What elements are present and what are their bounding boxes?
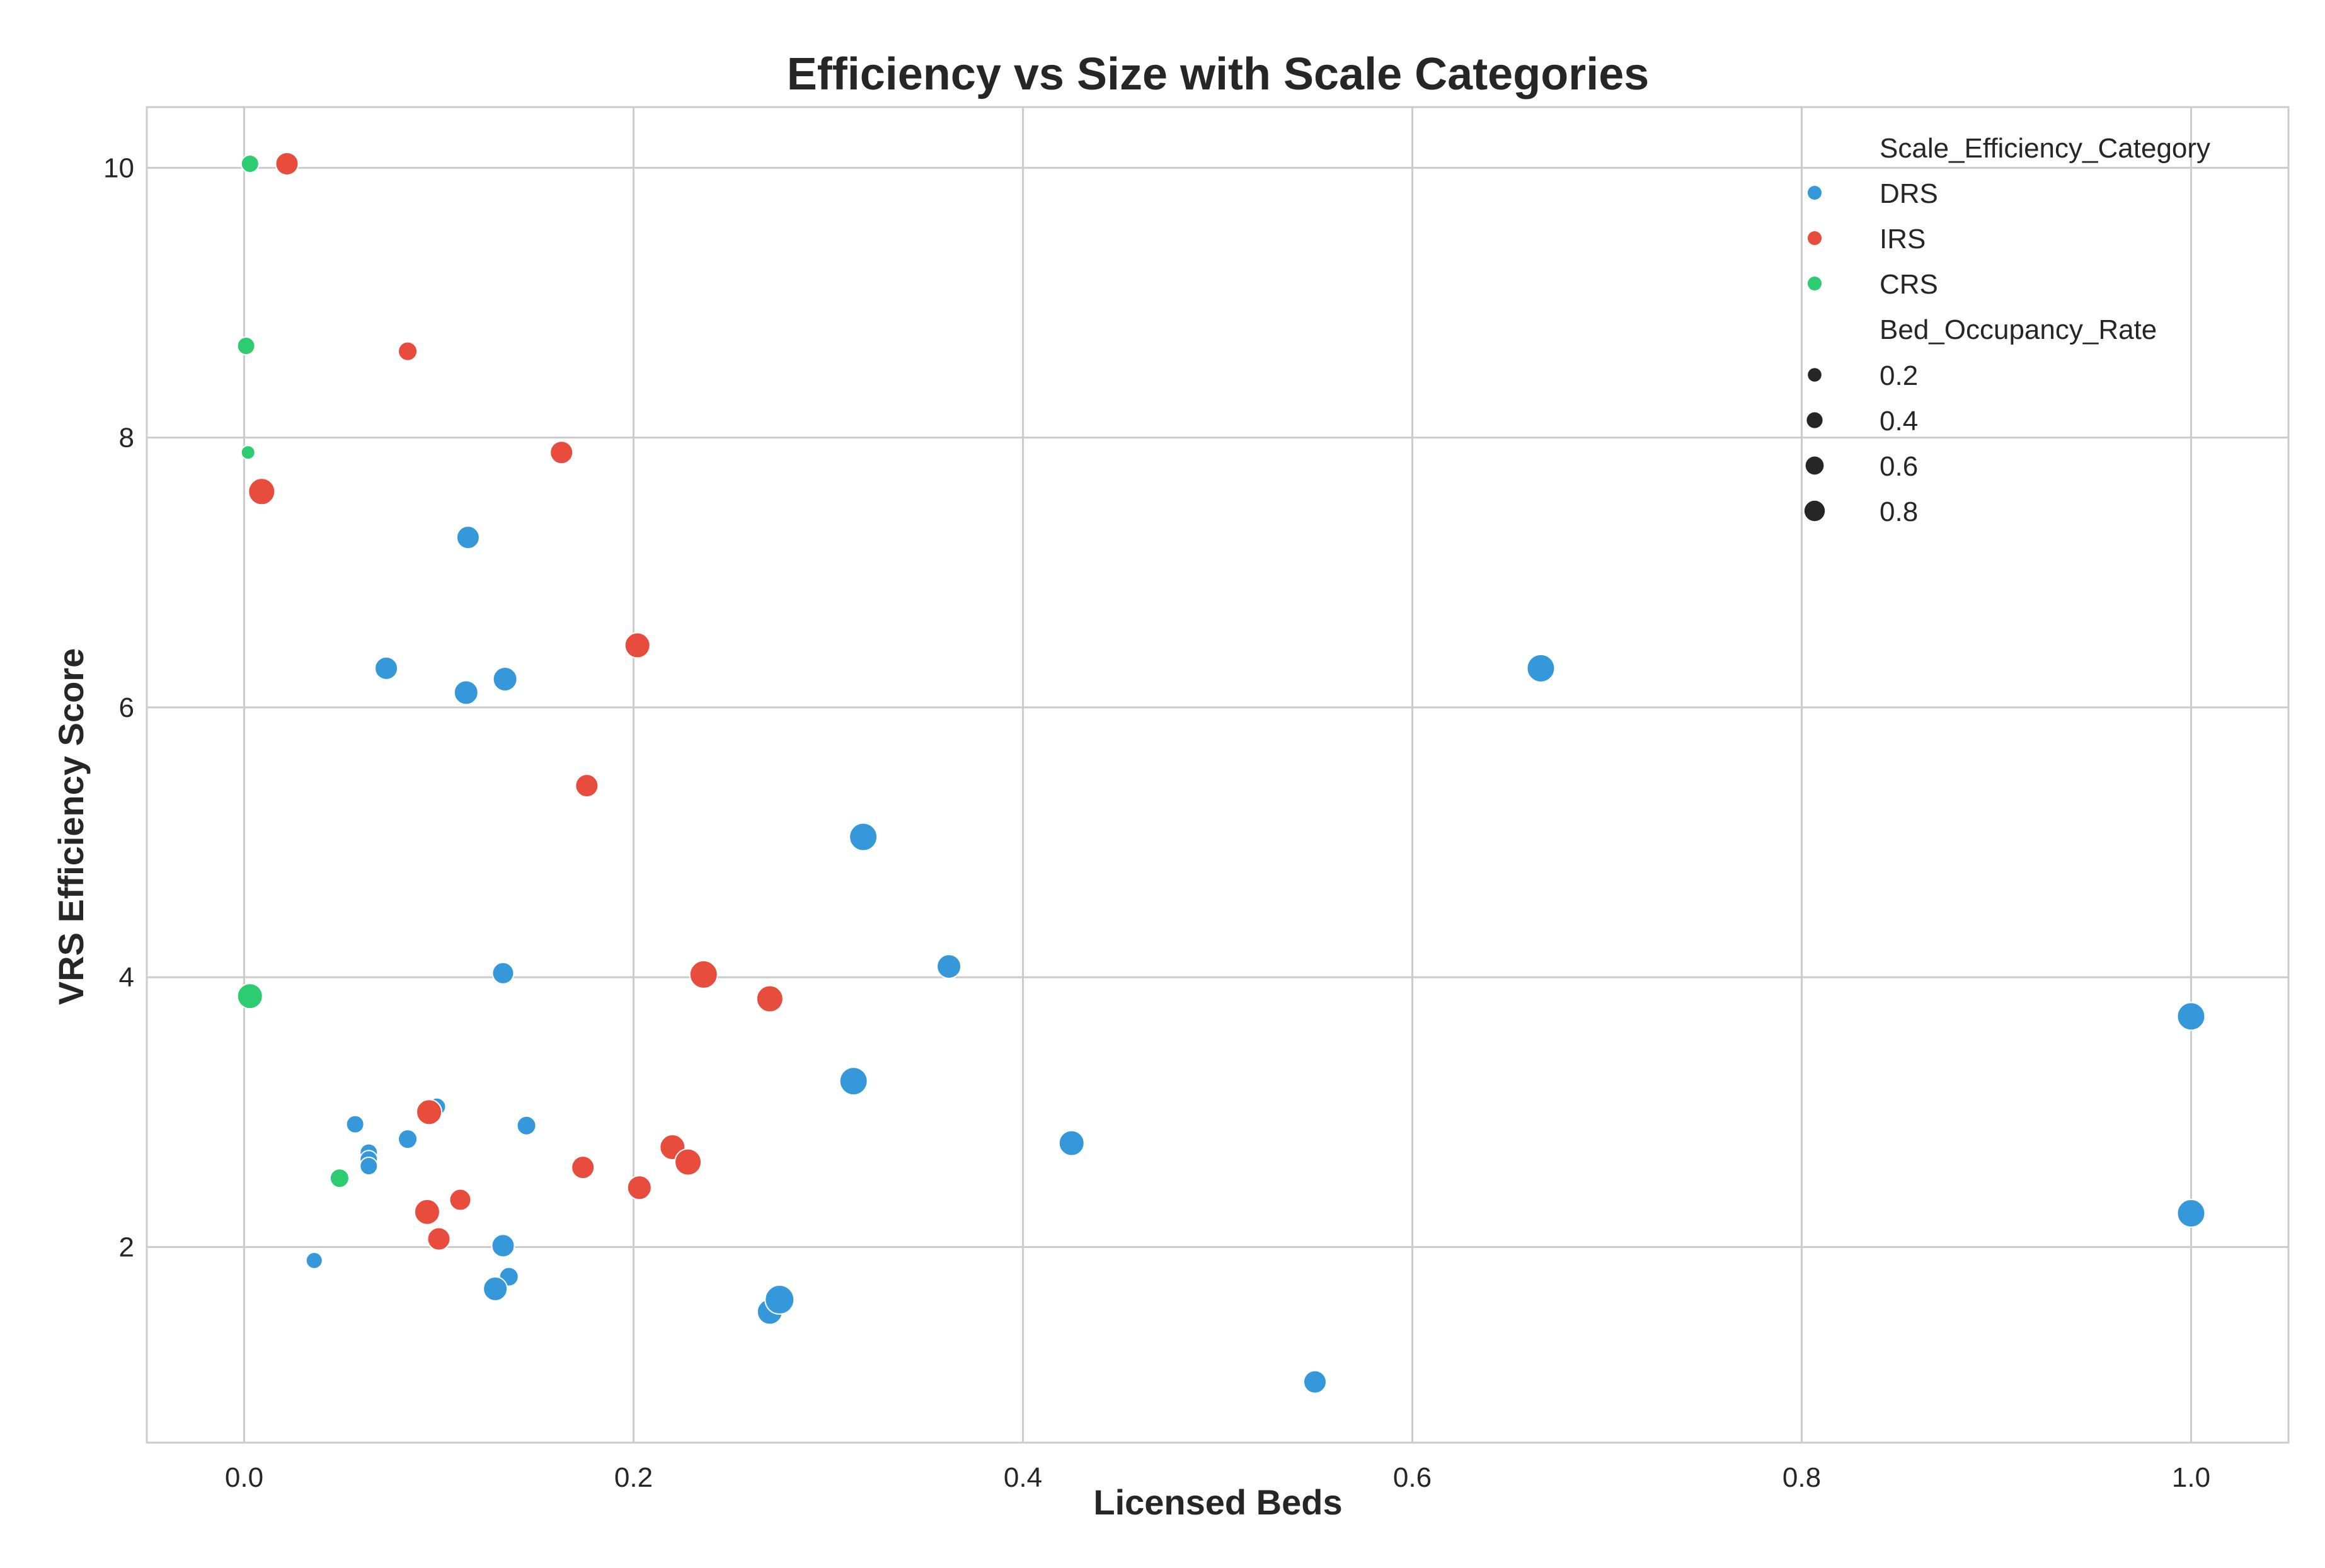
y-tick-label: 8 [119,423,134,454]
x-tick-label: 1.0 [2172,1462,2210,1493]
legend-size-label: 0.2 [1880,360,1918,391]
data-point-drs [764,1285,795,1315]
y-tick-label: 4 [119,962,134,993]
legend-marker-crs [1808,277,1822,290]
legend-size-marker [1806,412,1823,428]
data-point-irs [549,440,574,465]
tick-labels: 0.0 0.2 0.4 0.6 0.8 1.0 2 4 6 8 10 [103,152,2210,1493]
data-point-drs [2176,1198,2206,1228]
data-point-drs [453,680,479,706]
data-point-crs [240,154,260,173]
legend-label-drs: DRS [1880,178,1938,209]
data-point-drs [1058,1130,1085,1157]
data-point-drs [398,1129,418,1150]
plot-area [147,107,2288,1443]
plot-frame [146,106,2290,1444]
data-point-irs [427,1227,451,1251]
data-points [236,151,2206,1394]
x-tick-label: 0.0 [225,1462,263,1493]
legend-hue-title: Scale_Efficiency_Category [1880,133,2210,164]
data-point-drs [345,1114,365,1134]
data-point-drs [1303,1370,1327,1394]
data-point-irs [275,151,299,176]
plot-background [147,107,2288,1443]
legend-label-irs: IRS [1880,224,1926,255]
data-point-drs [849,822,878,852]
data-point-crs [236,983,263,1010]
data-point-irs [626,1175,652,1201]
data-point-drs [456,525,480,550]
data-point-irs [413,1198,440,1225]
data-point-drs [491,1233,515,1258]
legend-label-crs: CRS [1880,269,1938,300]
legend-size-label: 0.8 [1880,496,1918,527]
data-point-drs [936,954,962,980]
data-point-irs [755,985,784,1013]
legend-size-marker [1805,456,1824,475]
data-point-irs [575,774,599,798]
y-tick-label: 6 [119,692,134,723]
data-point-irs [571,1155,595,1180]
data-point-drs [491,961,515,985]
data-point-drs [359,1157,379,1176]
data-point-crs [236,336,256,356]
legend-size-marker [1808,368,1822,382]
data-point-irs [416,1099,443,1126]
data-point-irs [624,632,651,659]
data-point-drs [374,656,399,680]
data-point-drs [492,666,518,692]
x-axis-label: Licensed Beds [1093,1482,1342,1522]
data-point-irs [398,341,418,362]
x-tick-label: 0.2 [614,1462,653,1493]
legend: Scale_Efficiency_Category DRS IRS CRS Bed_… [1804,133,2210,527]
data-point-drs [839,1067,868,1096]
data-point-drs [483,1276,508,1302]
data-point-drs [2176,1002,2206,1031]
y-tick-label: 2 [119,1232,134,1262]
legend-marker-drs [1808,186,1822,200]
y-axis-label: VRS Efficiency Score [51,648,91,1005]
data-point-drs [1526,653,1556,683]
legend-size-label: 0.4 [1880,406,1918,437]
data-point-irs [674,1148,703,1176]
legend-size-label: 0.6 [1880,451,1918,482]
data-point-irs [248,478,276,506]
x-tick-label: 0.4 [1004,1462,1042,1493]
data-point-irs [689,959,718,989]
data-point-irs [449,1188,472,1211]
data-point-crs [329,1168,350,1189]
data-point-drs [516,1115,537,1136]
x-tick-label: 0.6 [1393,1462,1432,1493]
chart-title: Efficiency vs Size with Scale Categories [787,49,1650,100]
legend-size-marker [1804,500,1825,522]
x-tick-label: 0.8 [1783,1462,1821,1493]
data-point-drs [305,1251,323,1269]
data-point-crs [240,445,256,461]
y-tick-label: 10 [103,152,134,183]
legend-size-title: Bed_Occupancy_Rate [1880,314,2157,345]
legend-marker-irs [1808,231,1822,245]
